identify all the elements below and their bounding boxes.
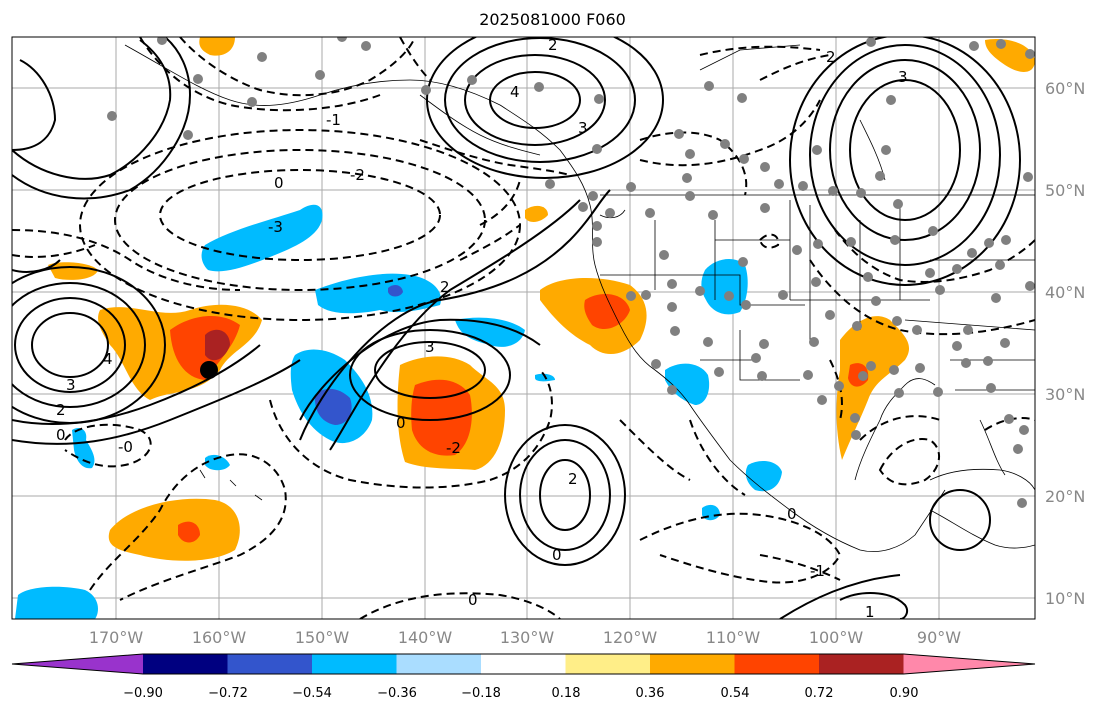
- colorbar-swatch: [312, 654, 397, 674]
- contour-label: 2: [826, 48, 836, 66]
- station-markers: [107, 37, 1035, 508]
- colorbar-tick-label: 0.18: [552, 686, 581, 701]
- contour-label: 3: [66, 376, 76, 394]
- contour-label: -3: [268, 218, 283, 236]
- contour-label: 0: [274, 174, 284, 192]
- colorbar-swatch: [396, 654, 482, 674]
- contour-label: 3: [425, 338, 435, 356]
- contour-label: 3: [578, 119, 588, 137]
- colorbar-swatch: [227, 654, 313, 674]
- colorbar-tick-label: 0.54: [721, 686, 750, 701]
- colorbar-swatch: [819, 654, 904, 674]
- lat-label: 30°N: [1045, 385, 1085, 404]
- contour-label: 0: [56, 426, 66, 444]
- colorbar-tick-label: −0.36: [377, 686, 417, 701]
- contour-label: -2: [350, 166, 365, 184]
- contour-label: 2: [440, 278, 450, 296]
- contour-label: 2: [548, 36, 558, 54]
- contour-label: 1: [865, 603, 875, 621]
- lon-label: 130°W: [500, 628, 555, 647]
- colorbar-outline: [11, 653, 1036, 675]
- contour-label: 3: [898, 68, 908, 86]
- colorbar-swatch: [650, 654, 735, 674]
- lat-label: 20°N: [1045, 487, 1085, 506]
- colorbar-swatch: [734, 654, 820, 674]
- lon-label: 100°W: [809, 628, 864, 647]
- colorbar-tick-label: −0.18: [461, 686, 501, 701]
- colorbar: [11, 653, 1036, 675]
- lat-label: 40°N: [1045, 283, 1085, 302]
- colorbar-tick-label: −0.72: [208, 686, 248, 701]
- contour-labels: 4 3 2 0 3 2 0 -2 4 3 2 3 2 2 0 -3 -2 -1 …: [56, 36, 908, 621]
- lat-label: 10°N: [1045, 589, 1085, 608]
- lon-label: 170°W: [89, 628, 144, 647]
- contour-label: -1: [810, 562, 825, 580]
- colorbar-swatch: [481, 654, 566, 674]
- colorbar-extend-low: [12, 654, 143, 674]
- lat-label: 60°N: [1045, 79, 1085, 98]
- contour-label: 4: [510, 83, 520, 101]
- contour-label: 0: [396, 414, 406, 432]
- colorbar-swatch: [143, 654, 228, 674]
- contour-label: -2: [446, 439, 461, 457]
- colorbar-tick-label: 0.72: [805, 686, 834, 701]
- lon-label: 150°W: [295, 628, 350, 647]
- latitude-labels: 60°N 50°N 40°N 30°N 20°N 10°N: [1045, 79, 1085, 608]
- contour-label: 2: [56, 401, 66, 419]
- lon-label: 90°W: [917, 628, 961, 647]
- shaded-anomalies: [15, 37, 1035, 619]
- lat-label: 50°N: [1045, 181, 1085, 200]
- contour-label: 2: [568, 470, 578, 488]
- contour-label: 4: [103, 350, 113, 368]
- highlight-station-marker: [200, 361, 218, 379]
- contour-label: 0: [787, 505, 797, 523]
- colorbar-extend-high: [903, 654, 1035, 674]
- longitude-labels: 170°W 160°W 150°W 140°W 130°W 120°W 110°…: [89, 628, 961, 647]
- contour-label: -0: [118, 438, 133, 456]
- colorbar-tick-label: 0.36: [636, 686, 665, 701]
- lon-label: 160°W: [192, 628, 247, 647]
- map-title: 2025081000 F060: [479, 10, 626, 29]
- colorbar-tick-label: 0.90: [890, 686, 919, 701]
- lon-label: 110°W: [706, 628, 761, 647]
- map-border: [11, 36, 1036, 620]
- contour-label: 0: [552, 546, 562, 564]
- solid-contours: [12, 37, 1021, 619]
- lon-label: 140°W: [398, 628, 453, 647]
- colorbar-swatch: [565, 654, 651, 674]
- colorbar-tick-label: −0.54: [292, 686, 332, 701]
- colorbar-labels: −0.90 −0.72 −0.54 −0.36 −0.18 0.18 0.36 …: [123, 686, 918, 701]
- contour-label: -1: [326, 111, 341, 129]
- lon-label: 120°W: [603, 628, 658, 647]
- colorbar-tick-label: −0.90: [123, 686, 163, 701]
- contour-label: 0: [468, 591, 478, 609]
